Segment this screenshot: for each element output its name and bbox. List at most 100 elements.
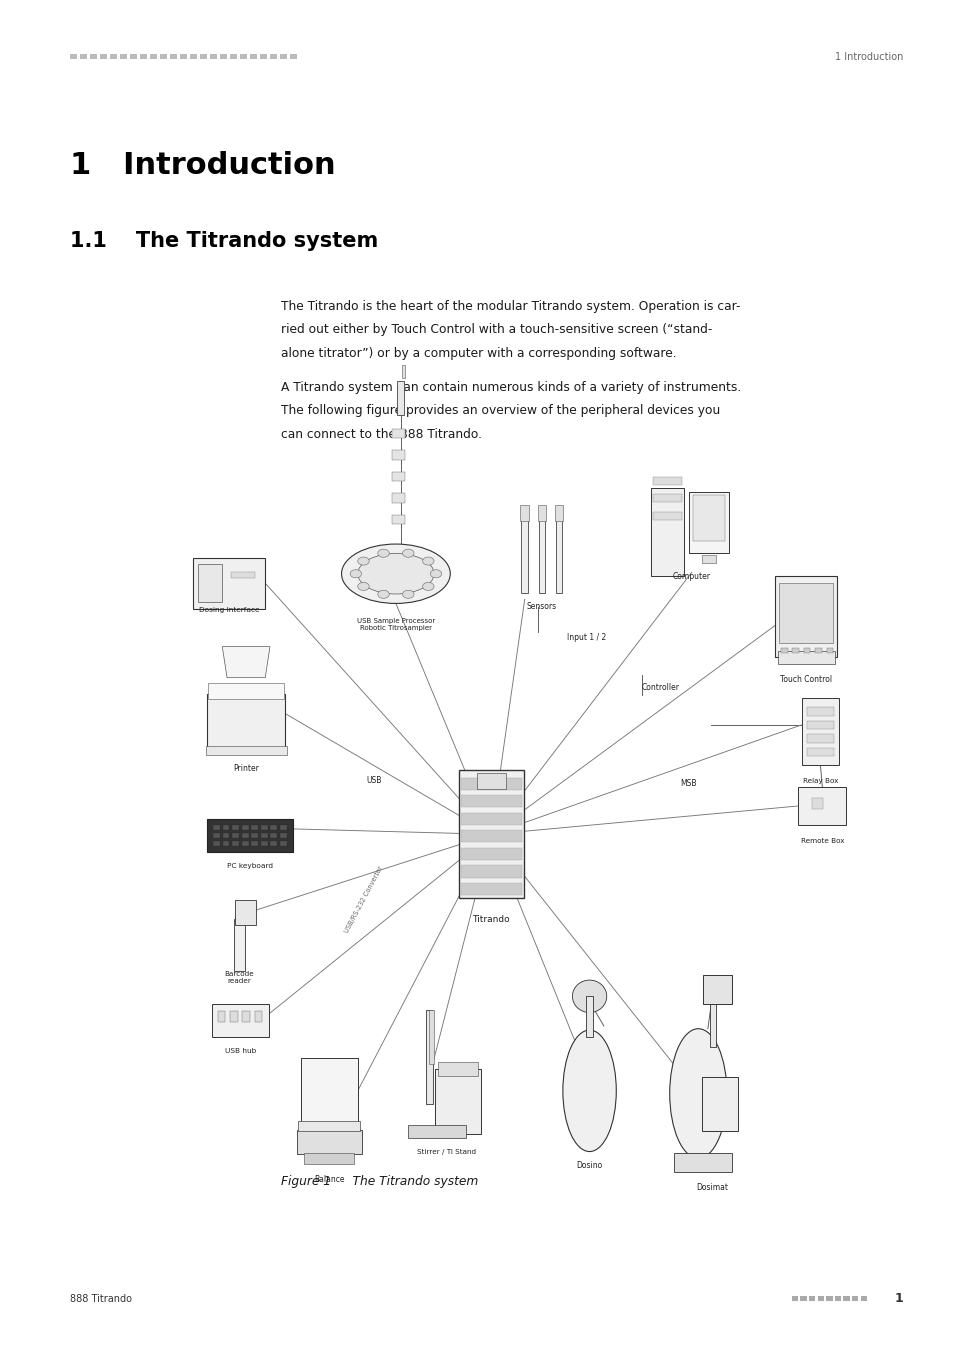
Bar <box>240 54 247 59</box>
Bar <box>801 698 838 765</box>
Bar <box>254 1011 262 1022</box>
Text: Figure 1: Figure 1 <box>281 1174 331 1188</box>
Bar <box>242 1011 250 1022</box>
Bar <box>300 1058 357 1137</box>
Bar <box>555 518 561 593</box>
Text: Barcode
reader: Barcode reader <box>224 971 254 984</box>
Ellipse shape <box>422 582 434 590</box>
Bar <box>806 734 833 743</box>
Bar <box>825 648 833 653</box>
Bar <box>200 54 207 59</box>
Bar <box>392 514 405 524</box>
Bar <box>252 841 257 846</box>
Text: Dosino: Dosino <box>576 1161 602 1170</box>
Bar <box>270 54 277 59</box>
Bar <box>460 883 521 895</box>
Bar <box>234 900 255 925</box>
Bar <box>392 450 405 459</box>
Bar <box>520 505 528 521</box>
Text: Titrando: Titrando <box>472 915 510 923</box>
Bar <box>280 841 287 846</box>
Bar <box>297 1120 359 1131</box>
Bar <box>233 825 238 830</box>
Bar <box>233 841 238 846</box>
Ellipse shape <box>377 549 389 558</box>
Bar <box>222 825 229 830</box>
Ellipse shape <box>357 582 369 590</box>
Bar <box>860 1296 866 1301</box>
Text: The Titrando is the heart of the modular Titrando system. Operation is car-: The Titrando is the heart of the modular… <box>281 300 740 313</box>
Text: Stirrer / Ti Stand: Stirrer / Ti Stand <box>416 1149 476 1154</box>
Bar <box>193 558 264 609</box>
Bar <box>555 505 562 521</box>
Bar <box>233 833 238 838</box>
Bar <box>460 830 521 842</box>
Text: Dosing Interface: Dosing Interface <box>198 608 259 613</box>
Bar <box>130 54 137 59</box>
Bar <box>207 694 285 748</box>
Text: MSB: MSB <box>679 779 696 788</box>
Bar <box>777 651 834 664</box>
Bar <box>271 833 277 838</box>
Bar <box>90 54 97 59</box>
Bar <box>170 54 177 59</box>
Ellipse shape <box>357 554 434 594</box>
Bar <box>290 54 297 59</box>
Bar <box>774 576 837 657</box>
Bar <box>392 471 405 481</box>
Bar <box>280 833 287 838</box>
Bar <box>120 54 127 59</box>
Bar <box>476 772 505 788</box>
Bar <box>460 795 521 807</box>
Text: 1: 1 <box>894 1292 902 1305</box>
Bar <box>190 54 196 59</box>
Bar <box>692 495 724 541</box>
Bar <box>231 571 255 578</box>
Bar <box>650 489 683 575</box>
Bar <box>808 1296 815 1301</box>
Text: A Titrando system can contain numerous kinds of a variety of instruments.: A Titrando system can contain numerous k… <box>281 381 740 394</box>
Bar <box>709 999 715 1048</box>
Bar <box>458 769 523 899</box>
Bar <box>401 364 405 378</box>
Bar <box>817 1296 823 1301</box>
Bar <box>304 1153 354 1164</box>
Bar <box>425 1010 432 1104</box>
Bar <box>537 518 544 593</box>
Bar <box>791 648 798 653</box>
Bar <box>688 491 728 552</box>
Bar <box>811 798 822 809</box>
Bar <box>296 1130 361 1154</box>
Bar <box>392 428 405 437</box>
Bar <box>800 1296 806 1301</box>
Bar <box>230 54 236 59</box>
Text: Balance: Balance <box>314 1174 344 1184</box>
Bar <box>806 748 833 756</box>
Text: Input 1 / 2: Input 1 / 2 <box>566 633 605 643</box>
Polygon shape <box>222 647 270 678</box>
Bar <box>701 1077 738 1131</box>
Text: Remote Box: Remote Box <box>800 838 843 844</box>
Bar <box>208 683 284 699</box>
Text: 1   Introduction: 1 Introduction <box>70 151 335 180</box>
Text: Printer: Printer <box>233 764 259 774</box>
Ellipse shape <box>357 558 369 566</box>
Bar <box>700 555 715 563</box>
Bar <box>261 825 267 830</box>
Bar <box>842 1296 849 1301</box>
Bar <box>537 505 545 521</box>
Text: The Titrando system: The Titrando system <box>336 1174 477 1188</box>
Bar <box>520 518 527 593</box>
Text: The following figure provides an overview of the peripheral devices you: The following figure provides an overvie… <box>281 405 720 417</box>
Text: 888 Titrando: 888 Titrando <box>70 1293 132 1304</box>
Bar <box>217 1011 225 1022</box>
Bar <box>233 919 245 971</box>
Bar <box>437 1062 477 1076</box>
Bar <box>99 54 107 59</box>
Ellipse shape <box>430 570 441 578</box>
Bar <box>212 1004 269 1037</box>
Text: Touch Control: Touch Control <box>780 675 831 684</box>
Bar <box>70 54 76 59</box>
Bar <box>585 996 592 1037</box>
Text: USB hub: USB hub <box>225 1048 255 1053</box>
